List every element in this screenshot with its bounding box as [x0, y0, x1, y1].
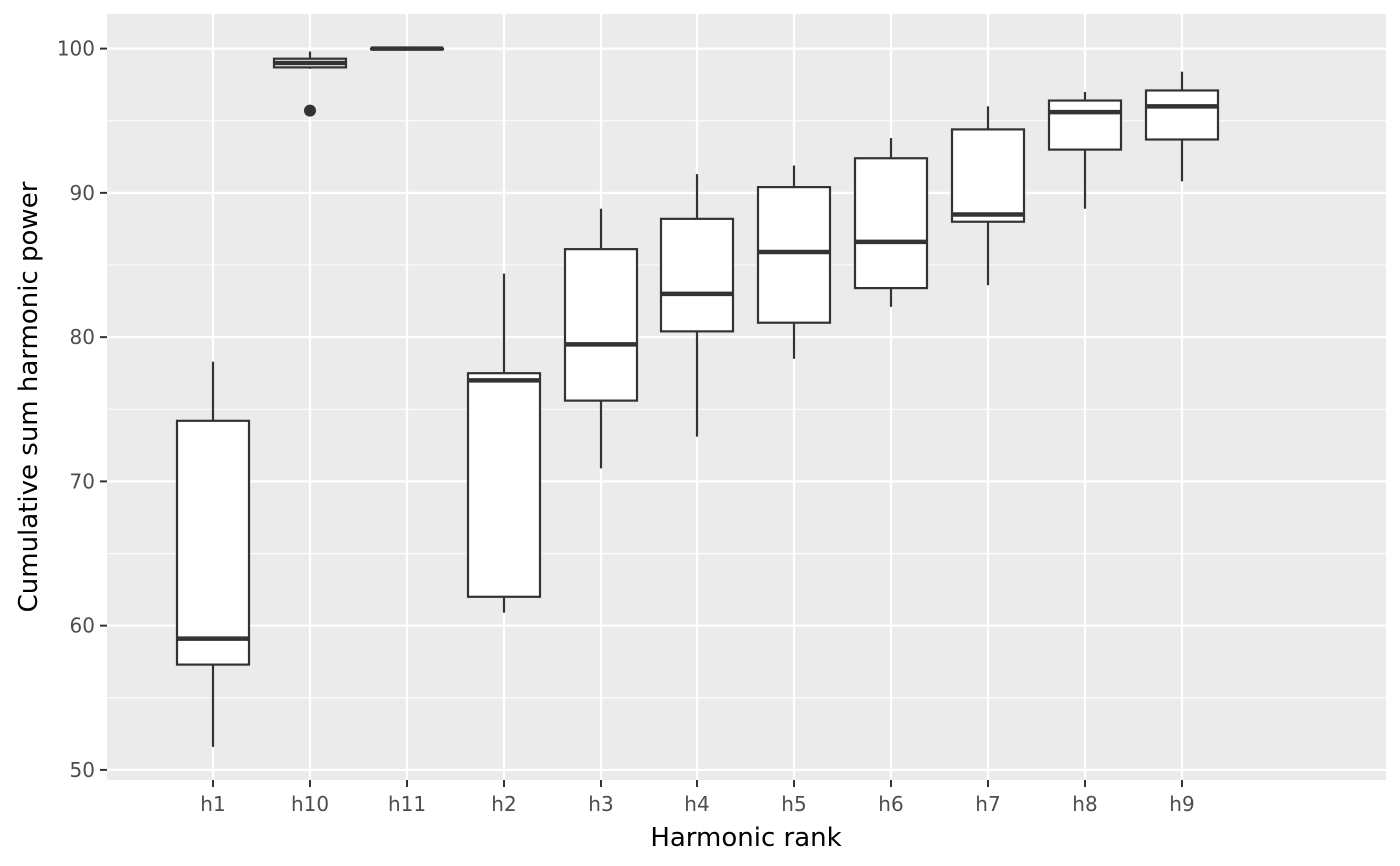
- y-tick-label: 50: [70, 758, 95, 782]
- box-h1: [175, 361, 251, 747]
- y-axis: 50 60 70 80 90 100: [57, 37, 107, 782]
- x-tick-label: h3: [588, 792, 613, 816]
- x-tick-label: h4: [684, 792, 709, 816]
- x-tick-label: h10: [291, 792, 329, 816]
- y-tick-label: 60: [70, 614, 95, 638]
- x-tick-label: h5: [781, 792, 806, 816]
- y-tick-label: 80: [70, 325, 95, 349]
- box-h7: [950, 106, 1026, 286]
- y-tick-label: 70: [70, 469, 95, 493]
- box-iqr: [466, 372, 542, 598]
- box-h8: [1047, 91, 1123, 209]
- x-tick-label: h9: [1169, 792, 1194, 816]
- box-iqr: [563, 248, 639, 402]
- box-h6: [853, 138, 929, 307]
- x-tick-label: h8: [1072, 792, 1097, 816]
- box-h9: [1144, 71, 1220, 182]
- box-h2: [466, 273, 542, 613]
- outlier-point: [304, 104, 316, 117]
- box-iqr: [1144, 89, 1220, 141]
- box-h3: [563, 208, 639, 469]
- plot-panel: [107, 14, 1386, 780]
- x-tick-label: h1: [200, 792, 225, 816]
- box-iqr: [853, 157, 929, 290]
- box-h11: [369, 46, 445, 51]
- box-iqr: [950, 128, 1026, 223]
- x-tick-label: h2: [491, 792, 516, 816]
- x-axis: h1 h10 h11 h2 h3 h4 h5 h6 h7 h8 h9: [200, 780, 1195, 816]
- x-tick-label: h7: [975, 792, 1000, 816]
- y-tick-label: 100: [57, 37, 95, 61]
- y-tick-label: 90: [70, 181, 95, 205]
- x-axis-title: Harmonic rank: [650, 823, 841, 853]
- box-h10: [272, 51, 348, 117]
- x-tick-label: h11: [388, 792, 426, 816]
- box-iqr: [756, 186, 832, 324]
- box-h4: [659, 174, 735, 437]
- box-h5: [756, 165, 832, 359]
- boxes-layer: [175, 46, 1220, 747]
- box-iqr: [659, 217, 735, 333]
- box-iqr: [175, 419, 251, 666]
- box-iqr: [1047, 99, 1123, 151]
- x-tick-label: h6: [878, 792, 903, 816]
- y-axis-title: Cumulative sum harmonic power: [14, 181, 44, 612]
